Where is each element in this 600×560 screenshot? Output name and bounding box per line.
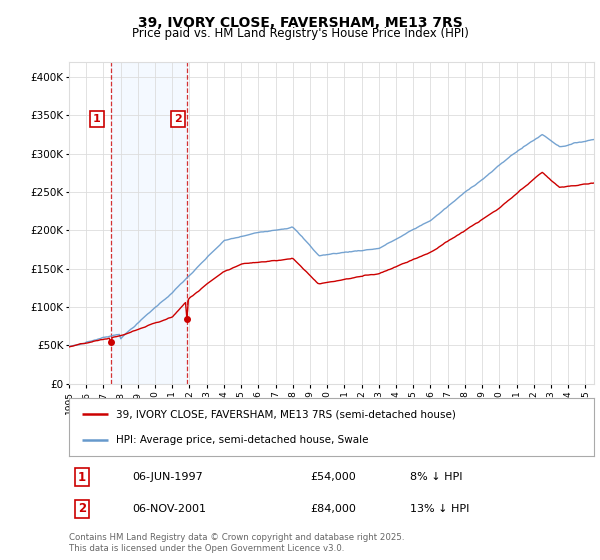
Text: £54,000: £54,000 <box>311 472 356 482</box>
Text: HPI: Average price, semi-detached house, Swale: HPI: Average price, semi-detached house,… <box>116 435 369 445</box>
Text: 06-NOV-2001: 06-NOV-2001 <box>132 503 206 514</box>
Text: 2: 2 <box>174 114 182 124</box>
Text: 06-JUN-1997: 06-JUN-1997 <box>132 472 203 482</box>
Bar <box>111 62 187 384</box>
Text: 2: 2 <box>78 502 86 515</box>
Text: Contains HM Land Registry data © Crown copyright and database right 2025.
This d: Contains HM Land Registry data © Crown c… <box>69 533 404 553</box>
Text: Price paid vs. HM Land Registry's House Price Index (HPI): Price paid vs. HM Land Registry's House … <box>131 27 469 40</box>
Text: £84,000: £84,000 <box>311 503 356 514</box>
Text: 39, IVORY CLOSE, FAVERSHAM, ME13 7RS: 39, IVORY CLOSE, FAVERSHAM, ME13 7RS <box>137 16 463 30</box>
Text: 1: 1 <box>93 114 101 124</box>
Text: 8% ↓ HPI: 8% ↓ HPI <box>410 472 463 482</box>
Text: 13% ↓ HPI: 13% ↓ HPI <box>410 503 470 514</box>
Text: 1: 1 <box>78 471 86 484</box>
Text: 39, IVORY CLOSE, FAVERSHAM, ME13 7RS (semi-detached house): 39, IVORY CLOSE, FAVERSHAM, ME13 7RS (se… <box>116 409 456 419</box>
